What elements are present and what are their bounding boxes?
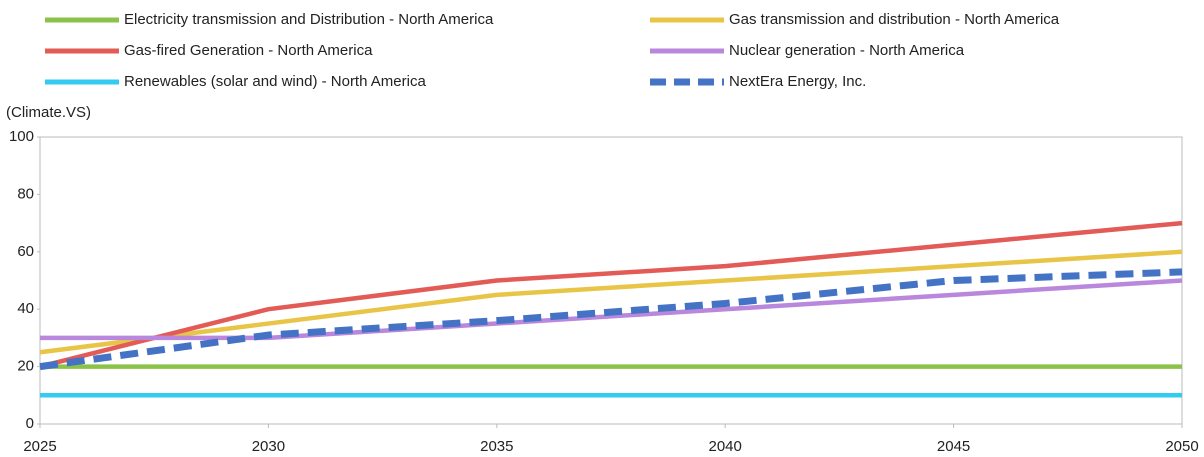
x-tick-label: 2040 bbox=[709, 438, 742, 455]
legend-label: Gas-fired Generation - North America bbox=[124, 42, 373, 59]
y-tick-label: 40 bbox=[17, 300, 34, 317]
x-tick-label: 2045 bbox=[937, 438, 970, 455]
y-tick-label: 20 bbox=[17, 358, 34, 375]
x-tick-label: 2035 bbox=[480, 438, 513, 455]
legend-label: Electricity transmission and Distributio… bbox=[124, 11, 494, 28]
y-tick-label: 100 bbox=[9, 128, 34, 145]
series-line bbox=[39, 220, 1183, 369]
series-line bbox=[39, 268, 1183, 371]
x-tick-label: 2050 bbox=[1165, 438, 1198, 455]
series-line bbox=[39, 249, 1183, 355]
x-tick-label: 2025 bbox=[23, 438, 56, 455]
x-tick-label: 2030 bbox=[252, 438, 285, 455]
legend-label: NextEra Energy, Inc. bbox=[729, 73, 866, 90]
y-tick-label: 0 bbox=[26, 415, 34, 432]
legend-label: Renewables (solar and wind) - North Amer… bbox=[124, 73, 426, 90]
y-tick-label: 80 bbox=[17, 185, 34, 202]
legend-label: Gas transmission and distribution - Nort… bbox=[729, 11, 1060, 28]
y-tick-label: 60 bbox=[17, 243, 34, 260]
legend-label: Nuclear generation - North America bbox=[729, 42, 965, 59]
y-axis-label: (Climate.VS) bbox=[6, 104, 91, 121]
